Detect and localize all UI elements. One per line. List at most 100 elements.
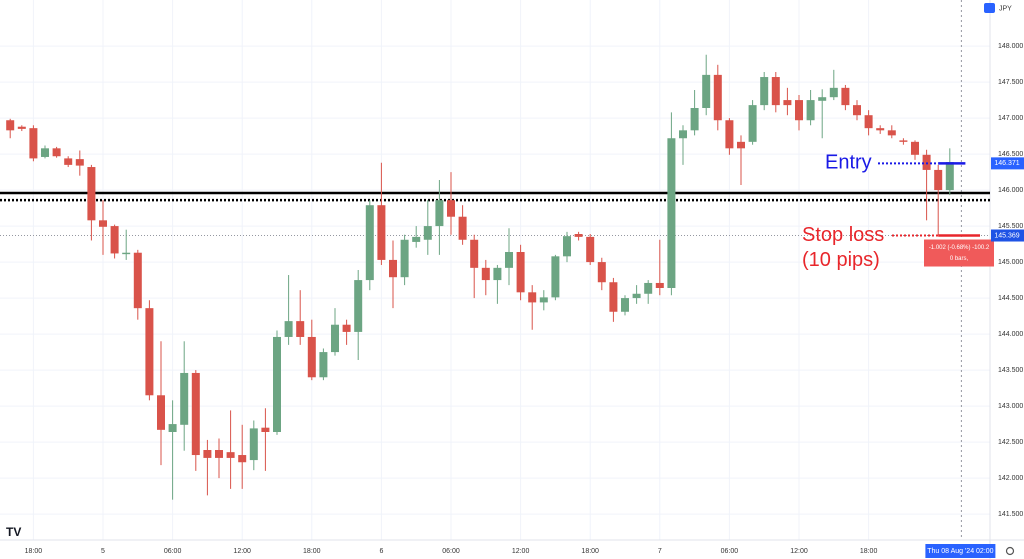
candle-body bbox=[574, 234, 583, 237]
candle-body bbox=[922, 154, 931, 170]
x-tick-label: 5 bbox=[101, 548, 105, 555]
candle-body bbox=[470, 239, 479, 268]
y-tick-label: 143.500 bbox=[998, 367, 1023, 374]
candle-body bbox=[273, 336, 281, 432]
candle-body bbox=[621, 298, 629, 312]
logo-mark[interactable]: TV bbox=[6, 525, 21, 539]
candle-body bbox=[435, 200, 444, 227]
candle-body bbox=[41, 148, 49, 157]
candle-body bbox=[760, 77, 769, 106]
x-tick-label: 06:00 bbox=[442, 548, 460, 555]
candle-body bbox=[853, 105, 861, 116]
candle-body bbox=[516, 252, 525, 293]
candle-body bbox=[899, 140, 908, 142]
y-tick-label: 141.500 bbox=[998, 511, 1023, 518]
candle-body bbox=[702, 74, 711, 108]
candle-body bbox=[122, 252, 131, 255]
candle-body bbox=[911, 141, 919, 155]
currency-label[interactable]: JPY bbox=[999, 5, 1012, 12]
price-label: 145.369 bbox=[994, 232, 1019, 239]
price-label-box bbox=[991, 157, 1024, 170]
candle-body bbox=[748, 105, 757, 142]
candle-body bbox=[249, 428, 258, 461]
logo[interactable]: TV bbox=[6, 525, 21, 539]
candle-body bbox=[365, 205, 374, 281]
candle-body bbox=[795, 100, 803, 121]
x-tick-label: 12:00 bbox=[512, 548, 530, 555]
candle-body bbox=[180, 372, 189, 425]
candle-body bbox=[354, 280, 363, 332]
x-tick-label: 18:00 bbox=[581, 548, 599, 555]
candle-body bbox=[377, 205, 386, 260]
x-tick-label: 06:00 bbox=[164, 548, 182, 555]
candle-body bbox=[145, 308, 154, 396]
position-text: -1.002 (-0.68%) -100.2 bbox=[929, 245, 990, 251]
candle-body bbox=[64, 158, 73, 165]
y-tick-label: 148.000 bbox=[998, 43, 1023, 50]
y-tick-label: 142.000 bbox=[998, 475, 1023, 482]
y-tick-label: 145.500 bbox=[998, 223, 1023, 230]
candle-body bbox=[609, 282, 618, 312]
candle-body bbox=[447, 200, 455, 217]
y-tick-label: 146.000 bbox=[998, 187, 1023, 194]
plot bbox=[0, 0, 990, 540]
candle-body bbox=[307, 336, 316, 378]
candle-body bbox=[632, 293, 641, 299]
stop-label: (10 pips) bbox=[802, 249, 880, 271]
entry-label: Entry bbox=[825, 152, 872, 174]
candle-body bbox=[17, 126, 26, 129]
candle-body bbox=[876, 128, 885, 131]
candle-body bbox=[563, 236, 571, 257]
candle-body bbox=[597, 262, 606, 283]
x-tick-label: 7 bbox=[658, 548, 662, 555]
candle-body bbox=[679, 130, 687, 139]
candle-body bbox=[6, 120, 15, 131]
candle-body bbox=[528, 292, 537, 303]
x-tick-label: 6 bbox=[379, 548, 383, 555]
x-tick-label: 12:00 bbox=[790, 548, 808, 555]
candle-body bbox=[887, 130, 896, 136]
y-tick-label: 142.500 bbox=[998, 439, 1023, 446]
candle-body bbox=[551, 256, 560, 298]
candle-body bbox=[87, 167, 96, 221]
y-tick-label: 144.000 bbox=[998, 331, 1023, 338]
candle-body bbox=[458, 216, 467, 240]
candle-body bbox=[99, 220, 107, 227]
price-label: 146.371 bbox=[994, 160, 1019, 167]
candle-body bbox=[191, 372, 200, 456]
price-label-box bbox=[991, 229, 1024, 242]
candle-body bbox=[215, 450, 223, 458]
candle-body bbox=[945, 162, 954, 191]
candle-body bbox=[841, 87, 850, 106]
x-tick-label: 12:00 bbox=[233, 548, 251, 555]
candle-body bbox=[342, 324, 351, 332]
candle-body bbox=[829, 87, 838, 98]
candle-body bbox=[655, 282, 664, 288]
candle-body bbox=[493, 267, 502, 281]
position-text: 0 bars, bbox=[950, 256, 969, 262]
x-tick-label: 18:00 bbox=[303, 548, 321, 555]
candle-body bbox=[133, 252, 142, 309]
candle-body bbox=[934, 169, 943, 191]
candle-body bbox=[29, 128, 38, 159]
candle-body bbox=[319, 352, 328, 378]
candle-body bbox=[168, 424, 177, 432]
time-label-box bbox=[925, 544, 996, 558]
candle-body bbox=[52, 148, 61, 157]
stop-label: Stop loss bbox=[802, 224, 884, 246]
x-tick-label: 06:00 bbox=[721, 548, 739, 555]
candle-body bbox=[261, 427, 270, 432]
currency-icon[interactable] bbox=[984, 3, 995, 13]
candle-body bbox=[331, 324, 339, 353]
y-tick-label: 147.000 bbox=[998, 115, 1023, 122]
settings-icon[interactable] bbox=[1005, 546, 1015, 556]
position-box bbox=[924, 239, 994, 267]
y-tick-label: 147.500 bbox=[998, 79, 1023, 86]
candle-body bbox=[284, 321, 293, 337]
candle-body bbox=[505, 252, 513, 268]
candle-body bbox=[400, 239, 409, 278]
x-tick-label: 18:00 bbox=[25, 548, 43, 555]
y-tick-label: 144.500 bbox=[998, 295, 1023, 302]
